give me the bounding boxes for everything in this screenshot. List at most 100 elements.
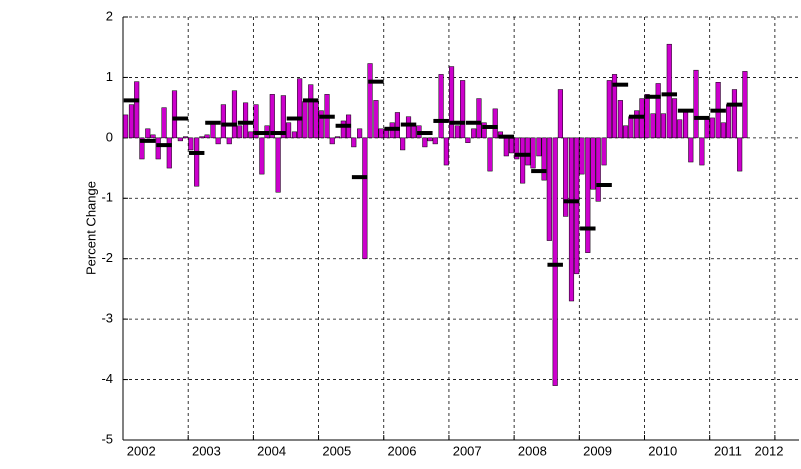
bar (373, 100, 379, 139)
bar (737, 137, 743, 172)
bar (318, 110, 324, 139)
x-tick-label: 2012 (755, 443, 784, 458)
bar (487, 137, 493, 172)
bar (362, 137, 368, 259)
bar (302, 101, 308, 139)
bar (215, 137, 221, 145)
bar (508, 137, 515, 154)
bar (471, 128, 477, 139)
bar (666, 43, 672, 139)
bar (574, 137, 580, 275)
y-tick-label: 1 (106, 69, 113, 84)
bar (248, 131, 254, 139)
bar (448, 66, 455, 139)
bar (194, 137, 200, 187)
bar (286, 122, 292, 139)
bar (536, 137, 542, 157)
bar (280, 95, 286, 139)
bar (422, 137, 428, 148)
bar (492, 108, 498, 139)
bar (334, 136, 341, 139)
y-tick-label: 0 (106, 129, 113, 144)
y-tick-label: -2 (101, 250, 113, 265)
y-tick-label: -1 (101, 190, 113, 205)
bar (726, 104, 732, 139)
bar (405, 116, 412, 139)
bar (525, 137, 531, 166)
bar (546, 137, 552, 241)
bar (210, 122, 216, 139)
bar (378, 128, 384, 139)
bar (443, 137, 449, 166)
bar (145, 128, 151, 139)
bar (259, 137, 265, 175)
bar (514, 137, 520, 160)
bar (590, 137, 596, 190)
bar (677, 119, 683, 139)
bar (438, 74, 444, 139)
x-tick-label: 2006 (388, 443, 417, 458)
bar (606, 80, 612, 139)
x-tick-label: 2009 (583, 443, 612, 458)
bar (601, 137, 607, 166)
bar (269, 94, 275, 139)
bar (432, 137, 438, 145)
bar (579, 137, 585, 175)
x-tick-label: 2011 (714, 443, 742, 458)
y-tick-label: -3 (101, 311, 113, 326)
x-tick-label: 2008 (518, 443, 547, 458)
y-tick-label: 2 (106, 8, 113, 23)
bar (139, 137, 145, 160)
bar (530, 137, 536, 169)
x-tick-label: 2010 (648, 443, 677, 458)
bar (226, 137, 232, 145)
bar (650, 113, 656, 139)
x-tick-label: 2004 (257, 443, 286, 458)
bar (634, 110, 640, 139)
bar (720, 122, 726, 139)
bar (220, 104, 226, 139)
bar (394, 112, 401, 139)
bar (204, 134, 210, 139)
bar (134, 81, 140, 139)
bar (454, 125, 460, 139)
bar (568, 137, 575, 302)
bar (183, 136, 189, 139)
bar (128, 104, 135, 139)
bar (671, 98, 678, 139)
bar (188, 137, 194, 151)
bar (623, 125, 629, 139)
bar (557, 89, 563, 139)
bar (465, 137, 471, 143)
bar (481, 122, 487, 139)
bar (731, 89, 738, 139)
y-tick-label: -4 (101, 371, 113, 386)
bar (171, 90, 178, 139)
bar (253, 104, 259, 139)
bar (357, 128, 363, 139)
bar (563, 137, 569, 217)
y-tick-label: -5 (101, 431, 113, 446)
bar (503, 137, 509, 157)
bar (655, 83, 661, 139)
bar (177, 137, 183, 142)
bar (150, 134, 156, 139)
bar (411, 125, 417, 139)
bar (742, 71, 748, 139)
bar (520, 137, 526, 184)
bar (297, 78, 303, 139)
x-tick-label: 2007 (453, 443, 482, 458)
bar (313, 101, 319, 139)
bar (367, 63, 373, 139)
bar (231, 90, 238, 139)
bar (660, 113, 666, 139)
bar (617, 100, 623, 139)
bar (460, 80, 466, 139)
bar (161, 107, 167, 139)
bar (688, 137, 694, 163)
y-axis-label: Percent Change (83, 181, 98, 275)
x-tick-label: 2002 (127, 443, 156, 458)
x-tick-label: 2005 (322, 443, 351, 458)
bar (123, 114, 129, 139)
bar (237, 125, 243, 139)
